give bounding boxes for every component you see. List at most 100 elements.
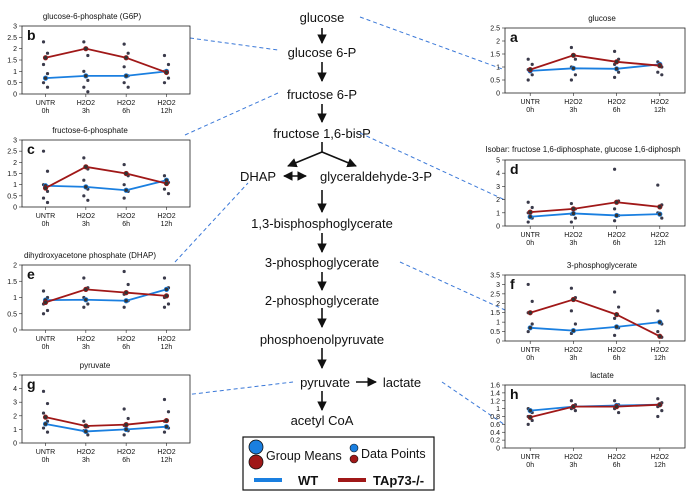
x-tick-sublabel: 0h [42, 344, 50, 351]
data-point [41, 426, 46, 430]
mean-marker [527, 407, 533, 414]
series-line-ko [45, 288, 167, 304]
x-tick-sublabel: 12h [161, 457, 173, 464]
data-point [82, 178, 86, 182]
data-point [526, 78, 530, 82]
panel-letter-d: d [510, 161, 519, 177]
mean-marker [123, 422, 129, 428]
node-1-3-bisphosphoglycerate: 1,3-bisphosphoglycerate [251, 216, 393, 231]
data-point [166, 410, 171, 414]
y-tick-label: 1 [496, 210, 500, 217]
chart-title: pyruvate [80, 361, 111, 370]
mean-marker [570, 210, 577, 217]
panel-letter-a: a [510, 29, 518, 45]
node-2-phosphoglycerate: 2-phosphoglycerate [265, 293, 379, 308]
data-point [656, 329, 660, 334]
x-tick-label: UNTR [520, 454, 539, 461]
x-tick-sublabel: 0h [526, 107, 534, 114]
data-point [162, 397, 167, 402]
data-point [613, 290, 617, 294]
data-point [617, 70, 621, 74]
data-point [656, 70, 660, 74]
x-tick-label: UNTR [36, 449, 55, 456]
x-tick-label: H2O2 [651, 454, 669, 461]
y-tick-label: 0 [13, 328, 17, 335]
data-point [613, 316, 617, 320]
mean-marker [613, 324, 620, 330]
chart-d: Isobar: fructose 1,6-diphosphate, glucos… [485, 145, 686, 247]
mean-marker [163, 180, 170, 187]
x-tick-sublabel: 6h [613, 462, 621, 469]
plot-frame [504, 27, 686, 94]
data-point [122, 65, 126, 69]
y-tick-label: 1 [13, 182, 17, 189]
mean-marker [657, 319, 663, 325]
y-tick-label: 0 [13, 441, 17, 448]
mean-marker [613, 66, 620, 72]
mean-marker [613, 199, 620, 205]
mean-marker [163, 424, 170, 430]
data-point [122, 305, 126, 309]
x-tick-sublabel: 12h [654, 355, 666, 362]
mean-marker [83, 164, 89, 170]
chart-c: fructose-6-phosphate c 0 0.5 1 1.5 2 2.5 3 UNTR0h… [7, 126, 191, 228]
mean-marker [527, 414, 533, 420]
node-fructose-1-6-bisp: fructose 1,6-bisP [273, 126, 371, 141]
legend-group-means-label: Group Means [266, 449, 342, 463]
data-point [122, 433, 126, 437]
panel-letter-c: c [27, 141, 35, 157]
chart-a: glucosea00.511.522.5UNTR0hH2O23hH2O26hH2… [490, 14, 686, 114]
y-tick-label: 2 [496, 301, 500, 308]
data-point [526, 422, 530, 426]
mean-marker [613, 404, 620, 410]
panel-letter-f: f [510, 276, 515, 292]
x-tick-sublabel: 6h [122, 221, 130, 228]
data-point [656, 414, 660, 419]
x-tick-sublabel: 3h [82, 344, 90, 351]
x-tick-label: H2O2 [564, 454, 582, 461]
y-tick-label: 3 [496, 184, 500, 191]
x-tick-sublabel: 6h [613, 240, 621, 247]
node-3-phosphoglycerate: 3-phosphoglycerate [265, 255, 379, 270]
y-tick-label: 0.5 [7, 80, 17, 87]
mean-marker [42, 75, 49, 81]
data-point [41, 62, 46, 67]
y-tick-label: 5 [496, 158, 500, 165]
data-point [126, 416, 130, 421]
connector-3pg-f [399, 261, 506, 311]
x-tick-label: H2O2 [157, 336, 175, 343]
x-tick-sublabel: 3h [570, 355, 578, 362]
mean-marker [42, 421, 49, 427]
mean-marker [163, 417, 170, 424]
data-point [41, 389, 46, 393]
data-point [122, 81, 126, 85]
x-tick-label: UNTR [520, 99, 539, 106]
chart-title: 3-phosphoglycerate [567, 261, 638, 270]
panel-letter-b: b [27, 27, 36, 43]
y-tick-label: 3 [13, 24, 17, 31]
y-tick-label: 2 [13, 413, 17, 420]
x-tick-label: H2O2 [564, 99, 582, 106]
data-point [162, 187, 167, 191]
x-tick-sublabel: 12h [161, 108, 173, 115]
y-tick-label: 2 [13, 46, 17, 53]
y-tick-label: 5 [13, 373, 17, 380]
x-tick-label: H2O2 [564, 232, 582, 239]
y-tick-label: 0.8 [490, 414, 500, 421]
x-tick-sublabel: 6h [122, 108, 130, 115]
y-tick-label: 3 [13, 400, 17, 407]
y-tick-label: 1 [13, 295, 17, 302]
x-tick-sublabel: 12h [654, 462, 666, 469]
data-point [82, 69, 86, 73]
mean-marker [123, 170, 129, 177]
x-tick-label: H2O2 [77, 100, 95, 107]
connector-dhap-e [174, 182, 249, 263]
data-point [162, 174, 167, 178]
x-tick-label: UNTR [520, 232, 539, 239]
mean-marker [527, 67, 533, 73]
data-point [82, 276, 86, 280]
x-tick-label: H2O2 [651, 99, 669, 106]
y-tick-label: 1 [496, 65, 500, 72]
mean-marker [570, 404, 577, 410]
